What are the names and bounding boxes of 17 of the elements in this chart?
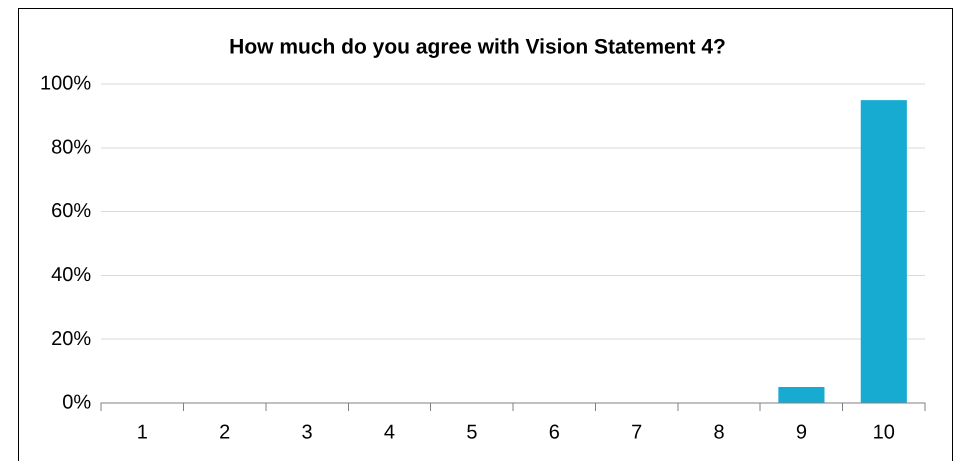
y-tick-label: 60%	[51, 200, 92, 222]
y-tick-label: 80%	[51, 136, 92, 158]
x-tick-label: 5	[466, 422, 478, 444]
x-tick-label: 9	[796, 422, 807, 444]
x-tick-label: 4	[384, 422, 396, 444]
x-tick-label: 6	[548, 422, 560, 444]
x-tick-label: 1	[136, 422, 148, 444]
y-tick-label: 20%	[51, 328, 92, 350]
chart-title: How much do you agree with Vision Statement 4?	[229, 35, 726, 58]
x-tick-label: 7	[631, 422, 642, 444]
y-tick-label: 40%	[51, 264, 92, 286]
x-tick-label: 8	[713, 422, 725, 444]
x-tick-label: 3	[302, 422, 313, 444]
x-tick-label: 10	[872, 422, 895, 444]
x-tick-label: 2	[219, 422, 230, 444]
y-tick-label: 100%	[40, 72, 92, 95]
y-tick-label: 0%	[62, 392, 92, 414]
